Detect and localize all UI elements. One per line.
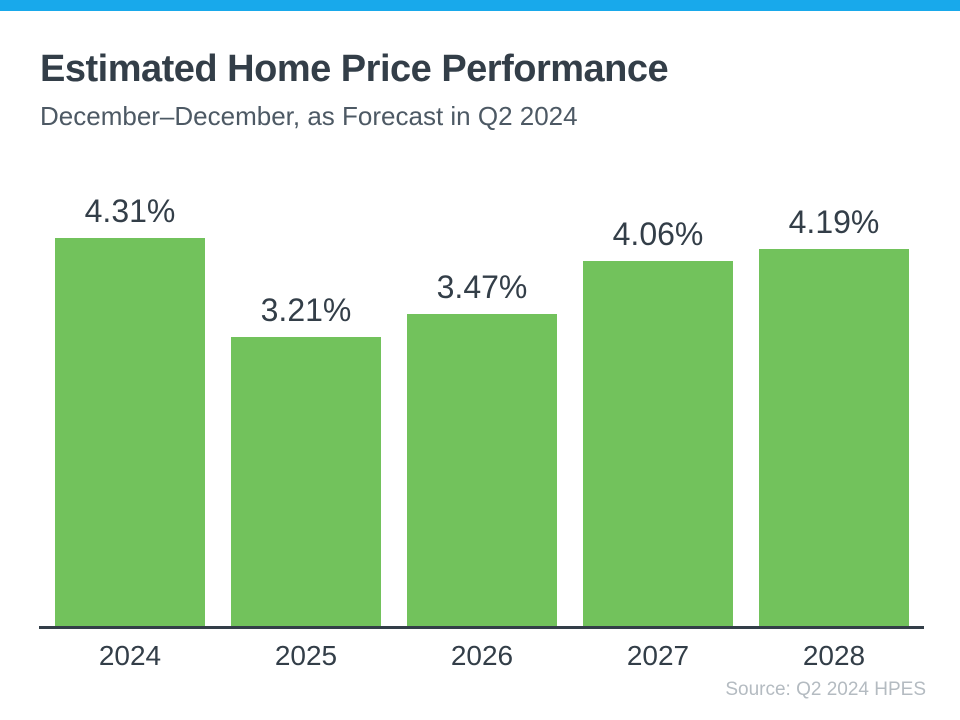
- x-axis-tick-labels: 2024 2025 2026 2027 2028: [55, 640, 909, 672]
- bar: [231, 337, 381, 626]
- bar-column: 4.31%: [55, 192, 205, 626]
- chart-subtitle: December–December, as Forecast in Q2 202…: [40, 101, 578, 131]
- bars-row: 4.31% 3.21% 3.47% 4.06% 4.19%: [55, 192, 909, 626]
- bar-column: 4.19%: [759, 203, 909, 626]
- page-title: Estimated Home Price Performance: [40, 48, 669, 90]
- bar-value-label: 4.19%: [788, 203, 880, 240]
- bar: [583, 261, 733, 626]
- bar: [55, 238, 205, 626]
- bar-value-label: 4.06%: [612, 215, 704, 252]
- bar-column: 3.21%: [231, 291, 381, 626]
- x-tick-label: 2026: [450, 640, 514, 671]
- top-accent-bar: [0, 0, 960, 11]
- bar-value-label: 3.47%: [436, 268, 528, 305]
- x-tick-label: 2024: [98, 640, 162, 671]
- bar: [759, 249, 909, 626]
- x-tick-label: 2027: [626, 640, 690, 671]
- x-tick-label: 2028: [802, 640, 866, 671]
- bar-value-label: 3.21%: [260, 291, 352, 328]
- bar-value-label: 4.31%: [84, 192, 176, 229]
- x-axis-line: [39, 626, 924, 629]
- bar: [407, 314, 557, 626]
- bar-column: 3.47%: [407, 268, 557, 626]
- bar-column: 4.06%: [583, 215, 733, 626]
- source-note: Source: Q2 2024 HPES: [725, 679, 926, 700]
- x-tick-label: 2025: [274, 640, 338, 671]
